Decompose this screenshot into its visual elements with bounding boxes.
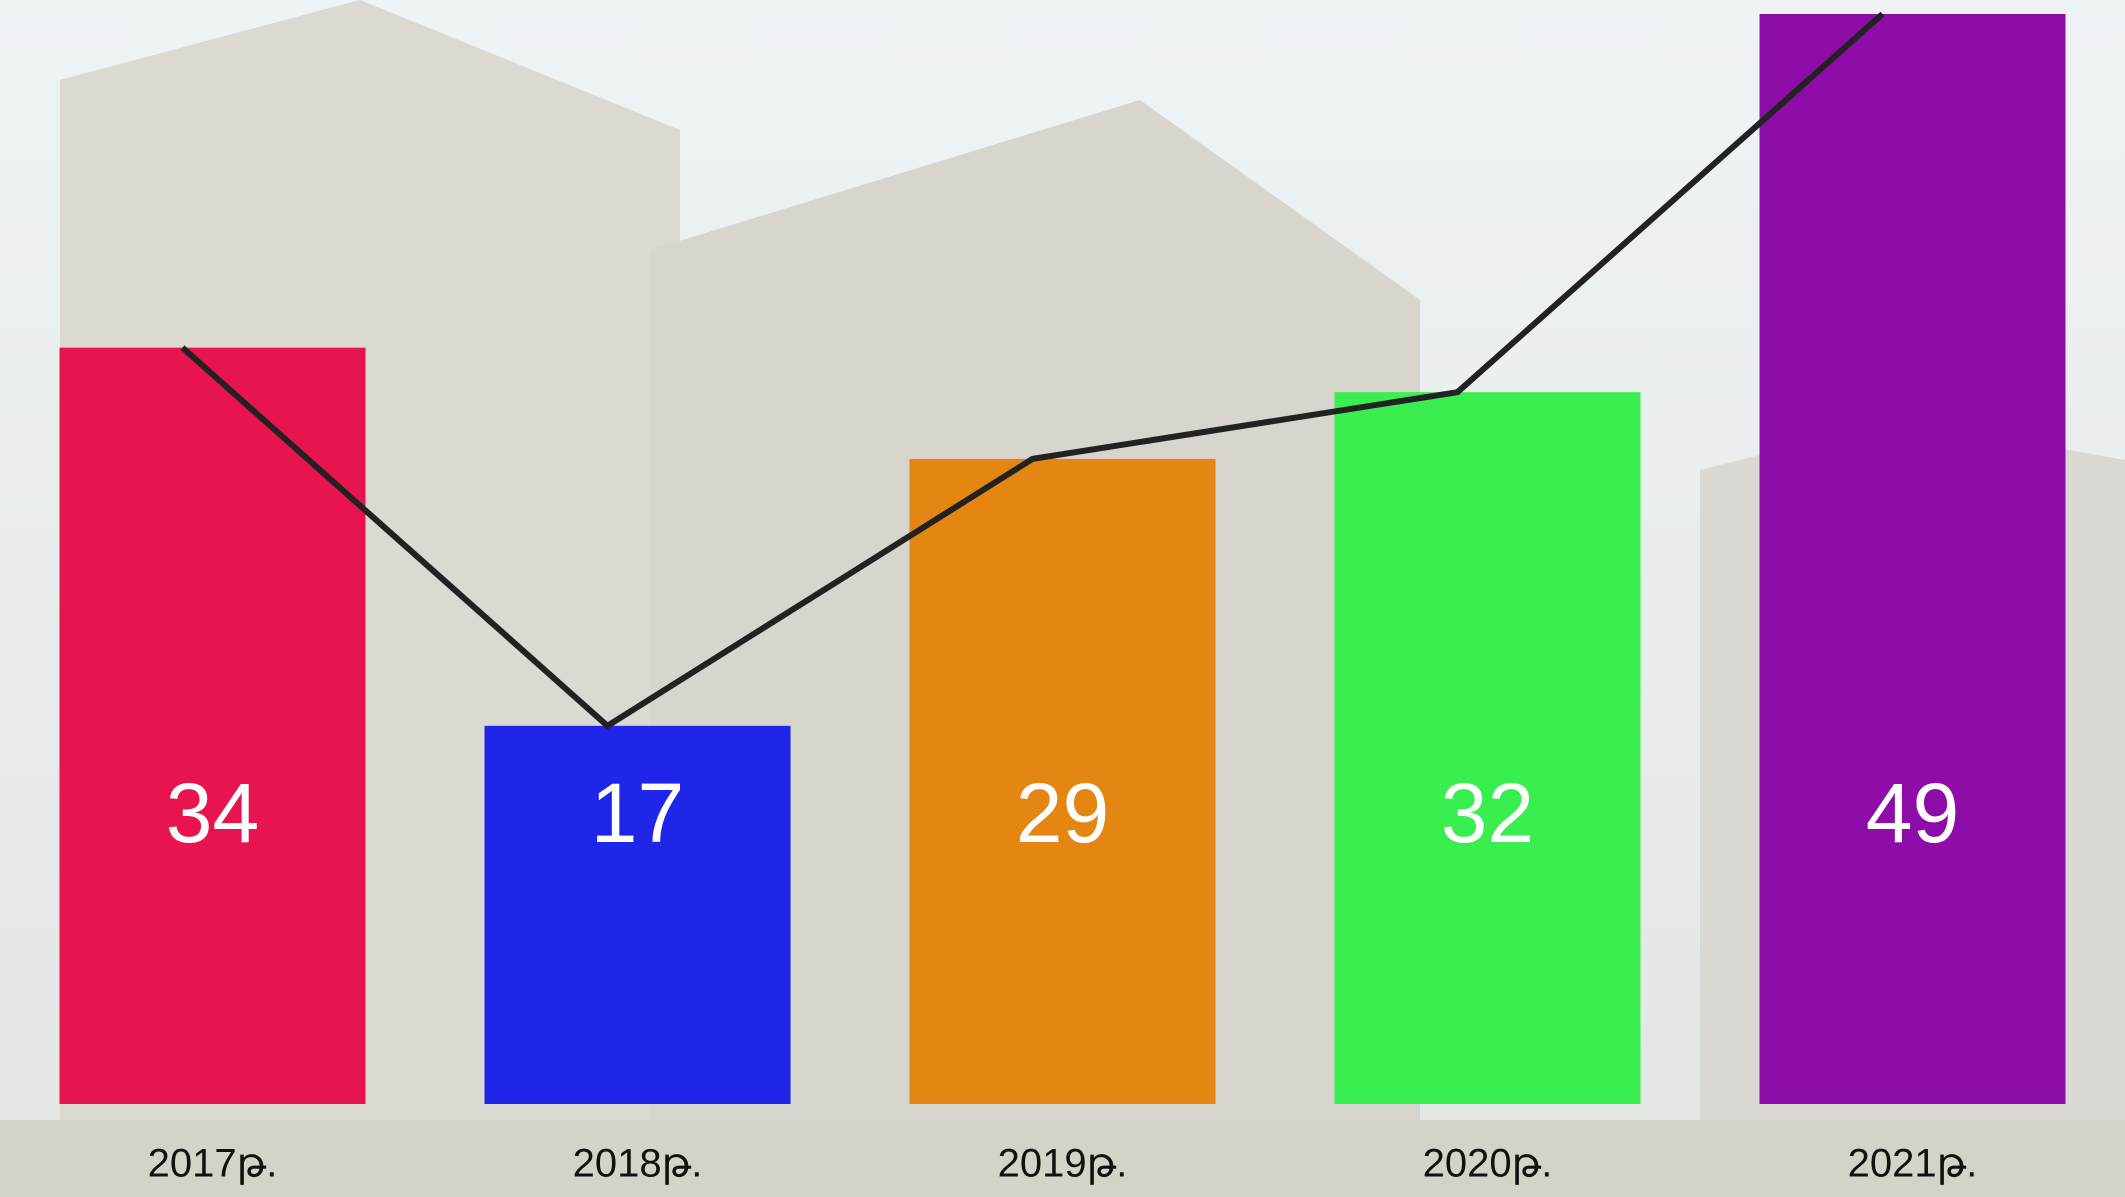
x-tick-label: 2020թ. bbox=[1423, 1142, 1553, 1186]
bar bbox=[1760, 14, 2066, 1104]
x-tick-label: 2018թ. bbox=[573, 1142, 703, 1186]
x-tick-label: 2017թ. bbox=[148, 1142, 278, 1186]
value-label: 32 bbox=[1441, 766, 1534, 860]
bar bbox=[60, 348, 366, 1104]
page: 34 2017թ. 17 2018թ. 29 2019թ. 32 2020թ. 49 2021թ.… bbox=[0, 0, 2125, 1197]
x-tick-label: 2019թ. bbox=[998, 1142, 1128, 1186]
value-label: 17 bbox=[591, 766, 684, 860]
x-tick-label: 2021թ. bbox=[1848, 1142, 1978, 1186]
chart: 34 2017թ. 17 2018թ. 29 2019թ. 32 2020թ. 49 2021թ. bbox=[0, 0, 2125, 1197]
bar bbox=[1335, 392, 1641, 1104]
value-label: 34 bbox=[166, 766, 259, 860]
value-label: 49 bbox=[1866, 766, 1959, 860]
value-label: 29 bbox=[1016, 766, 1109, 860]
